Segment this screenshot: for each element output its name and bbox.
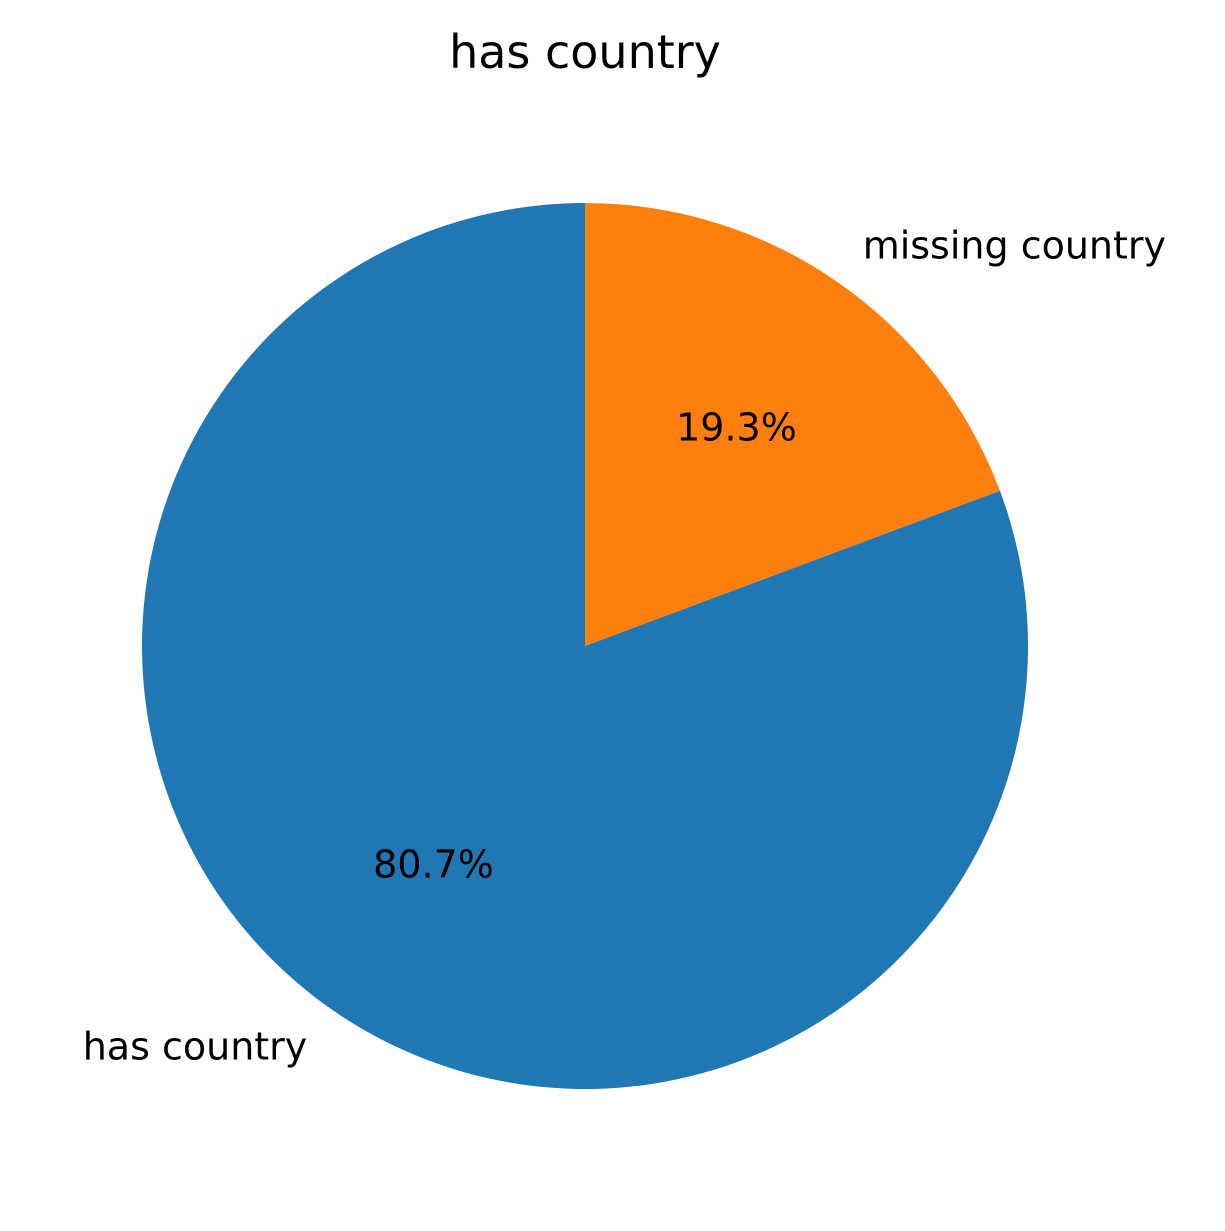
slice-label-1: missing country [863, 224, 1166, 268]
slice-percent-label-0: 80.7% [373, 842, 494, 886]
pie-labels: has country 80.7% missing country 19.3% [83, 224, 1166, 1069]
pie-slice-1 [585, 203, 1000, 646]
chart-title: has country [449, 25, 721, 79]
slice-label-0: has country [83, 1024, 308, 1068]
pie-slices [141, 203, 1028, 1089]
slice-percent-label-1: 19.3% [676, 406, 797, 450]
